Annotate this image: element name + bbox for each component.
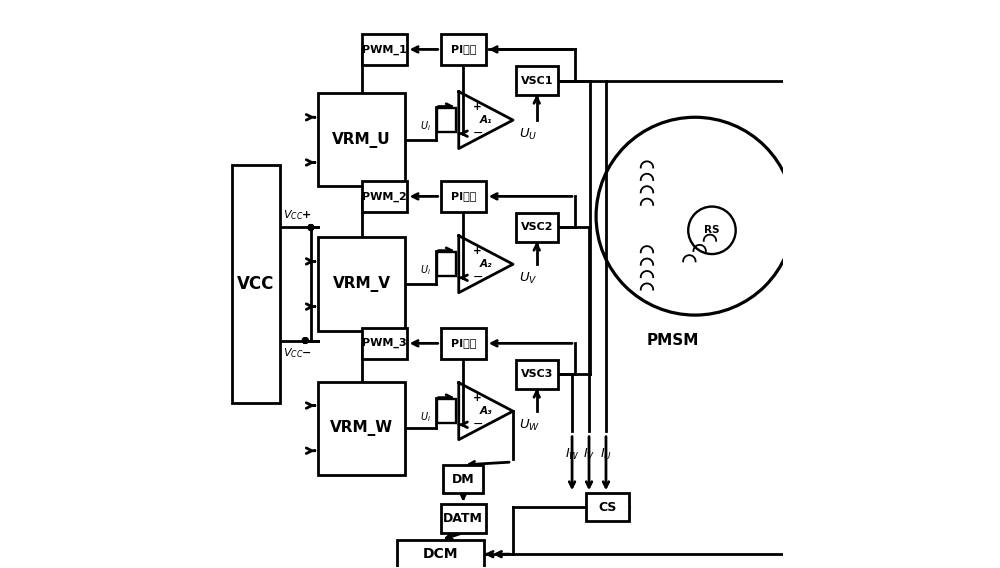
FancyBboxPatch shape [443,465,483,493]
Text: VRM_W: VRM_W [330,420,393,436]
Text: DATM: DATM [443,512,483,525]
FancyBboxPatch shape [441,328,486,359]
Text: CS: CS [598,501,617,514]
Text: VSC1: VSC1 [520,76,553,86]
Text: +: + [473,392,482,403]
FancyBboxPatch shape [318,382,405,475]
Text: −: − [472,418,483,431]
Text: $U_{i}$: $U_{i}$ [420,263,431,277]
FancyBboxPatch shape [437,252,456,277]
Text: RS: RS [704,225,720,235]
Text: PWM_3: PWM_3 [362,338,406,349]
Text: $I_W$: $I_W$ [565,447,579,462]
Text: PI调节: PI调节 [451,191,476,202]
FancyBboxPatch shape [516,214,558,241]
FancyBboxPatch shape [318,237,405,331]
Text: DCM: DCM [423,547,458,561]
Text: A₃: A₃ [480,406,492,416]
Text: $V_{CC}$−: $V_{CC}$− [283,346,312,360]
FancyBboxPatch shape [441,181,486,212]
Text: DM: DM [452,473,475,486]
Circle shape [302,338,308,343]
Text: $U_V$: $U_V$ [519,271,537,286]
FancyBboxPatch shape [437,399,456,423]
Circle shape [308,225,314,230]
Text: $U_U$: $U_U$ [519,127,537,142]
Text: −: − [472,127,483,140]
Text: A₁: A₁ [480,115,492,125]
FancyBboxPatch shape [437,108,456,132]
Circle shape [308,225,314,230]
Text: A₂: A₂ [480,259,492,269]
Text: $U_{i}$: $U_{i}$ [420,119,431,133]
FancyBboxPatch shape [516,66,558,95]
FancyBboxPatch shape [441,34,486,65]
Text: PI调节: PI调节 [451,44,476,55]
FancyBboxPatch shape [516,360,558,389]
Text: VSC3: VSC3 [521,369,553,379]
FancyBboxPatch shape [397,540,484,568]
Text: −: − [472,272,483,284]
Text: PMSM: PMSM [646,333,699,348]
FancyBboxPatch shape [586,493,629,521]
Text: $I_V$: $I_V$ [583,447,595,462]
FancyBboxPatch shape [441,504,486,533]
Text: VCC: VCC [237,275,275,293]
Text: PWM_2: PWM_2 [362,191,407,202]
Text: VRM_V: VRM_V [333,276,391,292]
Text: PI调节: PI调节 [451,339,476,348]
Text: +: + [473,245,482,256]
Text: VRM_U: VRM_U [332,132,391,148]
Circle shape [308,225,314,230]
FancyBboxPatch shape [362,181,407,212]
Text: PWM_1: PWM_1 [362,44,407,55]
Text: +: + [473,102,482,111]
FancyBboxPatch shape [318,93,405,186]
Circle shape [302,338,308,343]
FancyBboxPatch shape [362,34,407,65]
FancyBboxPatch shape [232,165,280,403]
Text: $I_U$: $I_U$ [600,447,612,462]
FancyBboxPatch shape [362,328,407,359]
Text: $V_{CC}$+: $V_{CC}$+ [283,208,312,222]
Text: $U_{i}$: $U_{i}$ [420,410,431,424]
Text: VSC2: VSC2 [520,223,553,232]
Text: $U_W$: $U_W$ [519,417,540,433]
Circle shape [302,338,308,343]
